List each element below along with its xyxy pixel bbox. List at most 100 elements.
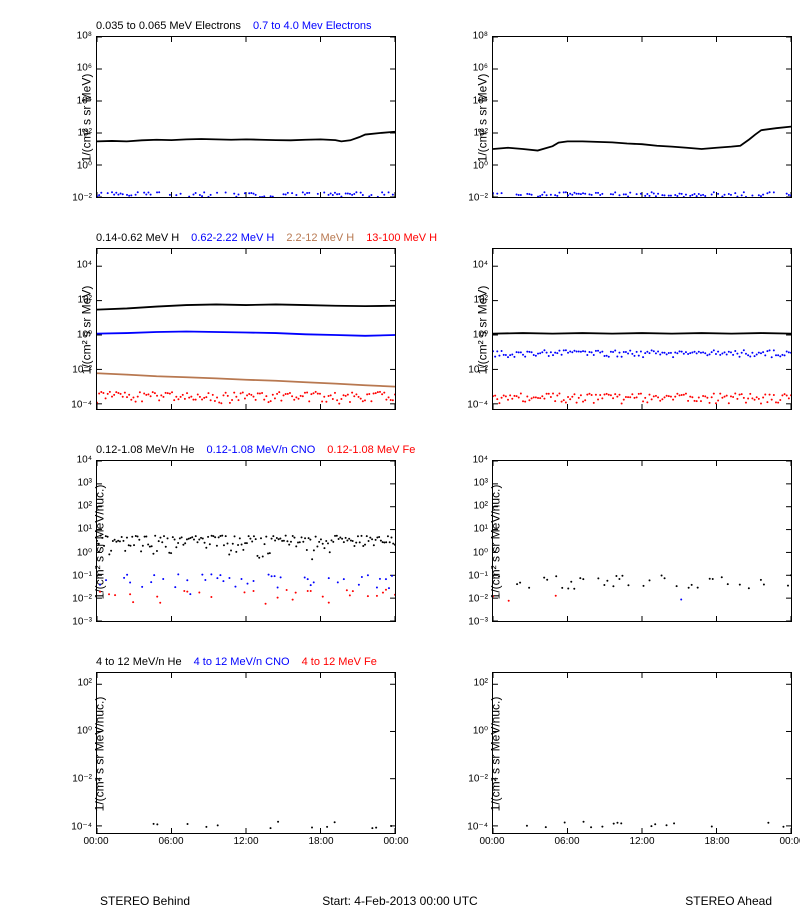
y-tick-label: 10⁻¹ xyxy=(72,570,92,581)
y-tick-label: 10⁻³ xyxy=(468,617,488,628)
series-title: 0.62-2.22 MeV H xyxy=(191,232,274,244)
y-tick-label: 10² xyxy=(78,501,92,512)
y-tick-label: 10⁴ xyxy=(77,455,92,466)
plot-area xyxy=(492,460,792,622)
y-tick-label: 10⁻² xyxy=(468,364,488,375)
plot-area xyxy=(96,460,396,622)
series-title: 4 to 12 MeV/n He xyxy=(96,656,182,668)
y-tick-label: 10⁻² xyxy=(72,364,92,375)
y-tick-label: 10⁻² xyxy=(72,774,92,785)
y-tick-label: 10⁻² xyxy=(468,593,488,604)
y-tick-label: 10³ xyxy=(474,478,488,489)
y-tick-label: 10⁰ xyxy=(77,160,92,171)
series-line xyxy=(97,373,395,386)
y-tick-label: 10⁰ xyxy=(77,726,92,737)
series-line xyxy=(97,132,395,142)
plot-svg xyxy=(493,461,791,621)
series-title: 0.12-1.08 MeV/n He xyxy=(96,444,194,456)
y-tick-label: 10² xyxy=(474,678,488,689)
y-tick-label: 10⁰ xyxy=(77,330,92,341)
y-ticks: 10⁻⁴ 10⁻² 10⁰ 10² 10⁴ xyxy=(466,248,490,410)
chart-panel: 1/(cm² s sr MeV)10⁻²10⁰10²10⁴10⁶10⁸ xyxy=(436,18,796,218)
x-tick-label: 00:00 xyxy=(383,836,408,847)
plot-svg xyxy=(493,37,791,197)
series-line xyxy=(493,333,791,334)
series-title: 4 to 12 MeV/n CNO xyxy=(194,656,290,668)
footer-right: STEREO Ahead xyxy=(685,894,772,908)
series-title: 0.12-1.08 MeV/n CNO xyxy=(206,444,315,456)
plot-svg xyxy=(97,37,395,197)
series-title: 2.2-12 MeV H xyxy=(286,232,354,244)
y-ticks: 10⁻⁴ 10⁻² 10⁰ 10² xyxy=(70,672,94,834)
x-tick-label: 18:00 xyxy=(308,836,333,847)
series-title: 4 to 12 MeV Fe xyxy=(302,656,377,668)
y-tick-label: 10⁻¹ xyxy=(468,570,488,581)
plot-svg xyxy=(97,461,395,621)
y-tick-label: 10⁻² xyxy=(468,193,488,204)
chart-panel: 0.14-0.62 MeV H0.62-2.22 MeV H2.2-12 MeV… xyxy=(40,230,400,430)
y-ticks: 10⁻⁴ 10⁻² 10⁰ 10² 10⁴ xyxy=(70,248,94,410)
plot-svg xyxy=(493,673,791,833)
series-title: 0.12-1.08 MeV Fe xyxy=(327,444,415,456)
x-tick-label: 00:00 xyxy=(83,836,108,847)
y-ticks: 10⁻³10⁻²10⁻¹10⁰10¹10²10³10⁴ xyxy=(70,460,94,622)
x-ticks: 00:0006:0012:0018:0000:00 xyxy=(96,836,396,852)
y-tick-label: 10¹ xyxy=(78,524,92,535)
series-title: 13-100 MeV H xyxy=(366,232,437,244)
y-tick-label: 10⁻² xyxy=(72,593,92,604)
plot-svg xyxy=(493,249,791,409)
y-tick-label: 10⁴ xyxy=(77,95,92,106)
chart-panel: 4 to 12 MeV/n He 4 to 12 MeV/n CNO 4 to 12… xyxy=(40,654,400,854)
y-ticks: 10⁻²10⁰10²10⁴10⁶10⁸ xyxy=(466,36,490,198)
y-tick-label: 10⁻² xyxy=(468,774,488,785)
y-tick-label: 10⁴ xyxy=(473,95,488,106)
series-title: 0.7 to 4.0 Mev Electrons xyxy=(253,20,372,32)
y-tick-label: 10² xyxy=(78,678,92,689)
y-tick-label: 10² xyxy=(474,295,488,306)
series-titles: 0.14-0.62 MeV H0.62-2.22 MeV H2.2-12 MeV… xyxy=(96,232,449,244)
y-tick-label: 10⁴ xyxy=(473,260,488,271)
series-titles: 4 to 12 MeV/n He 4 to 12 MeV/n CNO 4 to 12… xyxy=(96,656,389,668)
x-tick-label: 00:00 xyxy=(479,836,504,847)
y-ticks: 10⁻²10⁰10²10⁴10⁶10⁸ xyxy=(70,36,94,198)
plot-area xyxy=(492,248,792,410)
chart-panel: 0.035 to 0.065 MeV Electrons 0.7 to 4.0 M… xyxy=(40,18,400,218)
y-tick-label: 10⁴ xyxy=(77,260,92,271)
y-tick-label: 10⁻⁴ xyxy=(467,821,488,832)
chart-panel: 0.12-1.08 MeV/n He0.12-1.08 MeV/n CNO0.1… xyxy=(40,442,400,642)
x-tick-label: 12:00 xyxy=(233,836,258,847)
y-tick-label: 10⁻⁴ xyxy=(71,399,92,410)
y-tick-label: 10⁻⁴ xyxy=(467,399,488,410)
series-line xyxy=(493,127,791,151)
y-tick-label: 10¹ xyxy=(474,524,488,535)
series-line xyxy=(97,304,395,309)
y-tick-label: 10⁰ xyxy=(473,547,488,558)
plot-area xyxy=(96,672,396,834)
y-tick-label: 10⁶ xyxy=(473,63,488,74)
plot-svg xyxy=(97,249,395,409)
y-tick-label: 10⁰ xyxy=(77,547,92,558)
y-ticks: 10⁻³10⁻²10⁻¹10⁰10¹10²10³10⁴ xyxy=(466,460,490,622)
chart-panel: 1/(cm² s sr MeV/nuc.)10⁻⁴10⁻²10⁰10²00:00… xyxy=(436,654,796,854)
y-tick-label: 10⁻⁴ xyxy=(71,821,92,832)
y-tick-label: 10⁸ xyxy=(77,31,92,42)
y-tick-label: 10⁻³ xyxy=(72,617,92,628)
y-tick-label: 10² xyxy=(474,128,488,139)
chart-panel: 1/(cm² s sr MeV/nuc.)10⁻³10⁻²10⁻¹10⁰10¹1… xyxy=(436,442,796,642)
y-ticks: 10⁻⁴ 10⁻² 10⁰ 10² xyxy=(466,672,490,834)
y-tick-label: 10⁰ xyxy=(473,726,488,737)
x-tick-label: 06:00 xyxy=(554,836,579,847)
series-line xyxy=(97,332,395,336)
series-title: 0.035 to 0.065 MeV Electrons xyxy=(96,20,241,32)
y-tick-label: 10⁻² xyxy=(72,193,92,204)
y-tick-label: 10⁰ xyxy=(473,330,488,341)
y-tick-label: 10⁸ xyxy=(473,31,488,42)
plot-area xyxy=(96,36,396,198)
y-tick-label: 10⁴ xyxy=(473,455,488,466)
x-ticks: 00:0006:0012:0018:0000:00 xyxy=(492,836,792,852)
y-tick-label: 10² xyxy=(78,295,92,306)
footer-center: Start: 4-Feb-2013 00:00 UTC xyxy=(0,894,800,908)
plot-svg xyxy=(97,673,395,833)
x-tick-label: 06:00 xyxy=(158,836,183,847)
plot-area xyxy=(492,36,792,198)
